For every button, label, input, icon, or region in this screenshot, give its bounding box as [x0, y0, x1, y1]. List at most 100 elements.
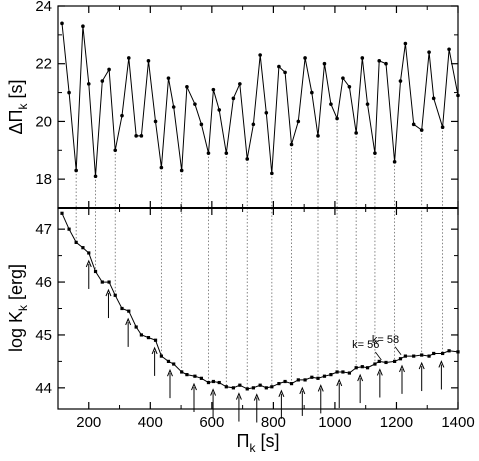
top-data-point — [107, 67, 111, 72]
bottom-data-point — [377, 359, 381, 363]
bottom-data-point — [427, 354, 431, 358]
bottom-data-point — [139, 333, 143, 337]
top-data-point — [231, 96, 236, 101]
bottom-data-point — [316, 376, 320, 380]
top-data-point — [289, 142, 294, 147]
bottom-data-point — [245, 387, 249, 391]
bottom-data-point — [199, 376, 203, 380]
top-data-point — [166, 76, 171, 80]
top-data-point — [179, 168, 184, 173]
bottom-data-point — [93, 269, 98, 274]
top-plot-frame — [57, 5, 459, 209]
mode-arrow-head — [299, 386, 306, 395]
bottom-y-label-sub: k — [16, 304, 30, 311]
bottom-data-point — [251, 386, 255, 390]
bottom-data-point — [393, 359, 397, 363]
top-data-point — [329, 102, 333, 106]
top-data-point — [354, 131, 358, 135]
top-data-point — [411, 122, 416, 127]
top-data-point — [296, 119, 301, 124]
bottom-data-point — [360, 365, 364, 369]
top-data-point — [398, 79, 403, 83]
mode-arrow-head — [317, 384, 324, 392]
bottom-data-point — [432, 351, 436, 356]
mode-arrow-head — [210, 388, 217, 396]
top-data-point — [392, 160, 397, 164]
bottom-data-point — [185, 373, 189, 377]
top-data-point — [341, 76, 345, 80]
bottom-data-point — [206, 380, 211, 385]
y-tick-label: 22 — [35, 56, 52, 73]
mode-arrow-head — [151, 346, 158, 355]
bottom-data-point — [224, 385, 228, 389]
y-tick-label: 24 — [35, 0, 52, 15]
bottom-data-point — [270, 385, 274, 389]
bottom-data-point — [258, 383, 262, 387]
bottom-data-point — [153, 338, 158, 342]
top-data-point — [335, 116, 339, 121]
mode-arrow-head — [105, 288, 112, 297]
bottom-data-point — [310, 375, 314, 379]
top-y-label-main: ΔΠ — [6, 110, 26, 135]
bottom-y-label-main: log K — [6, 311, 26, 352]
bottom-data-point — [335, 370, 339, 374]
x-label-sub: k — [249, 441, 256, 455]
top-data-point — [316, 134, 320, 138]
x-axis-title: Πk [s] — [236, 431, 279, 455]
top-data-point — [193, 102, 197, 106]
top-data-point — [384, 61, 388, 66]
bottom-data-point — [87, 251, 91, 255]
top-data-point — [322, 61, 327, 66]
top-data-point — [93, 174, 98, 179]
bottom-data-point — [120, 306, 124, 311]
top-y-label-sub: k — [16, 103, 30, 110]
top-data-point — [100, 79, 105, 83]
bottom-data-point — [238, 383, 242, 387]
top-series — [60, 21, 460, 179]
x-tick-label: 200 — [76, 414, 101, 431]
bottom-y-label-unit: [erg] — [6, 264, 26, 300]
mode-annotation: k= 56 — [352, 339, 379, 351]
mode-arrow-head — [418, 361, 425, 370]
top-data-point — [185, 85, 189, 89]
x-label-main: Π — [236, 431, 249, 451]
top-data-point — [60, 21, 64, 26]
y-tick-label: 47 — [35, 221, 52, 238]
top-data-point — [347, 85, 352, 89]
top-data-point — [146, 59, 151, 63]
bottom-series — [60, 211, 460, 391]
bottom-data-point — [211, 379, 215, 384]
top-panel: 18 20 22 24 — [35, 0, 460, 389]
bottom-data-point — [384, 360, 388, 365]
bottom-panel: 200 400 600 800 1000 1200 1400 44 45 46 47 k= 56k=… — [35, 208, 475, 431]
top-data-point — [360, 56, 365, 60]
top-data-point — [199, 122, 204, 127]
bottom-data-point — [303, 378, 307, 382]
top-data-point — [238, 82, 242, 86]
bottom-data-point — [354, 366, 358, 370]
bottom-ticks: 200 400 600 800 1000 1200 1400 44 45 46 47 — [35, 208, 475, 431]
top-data-point — [431, 96, 436, 101]
top-data-point — [277, 64, 281, 69]
bottom-data-point — [166, 359, 171, 363]
bottom-data-point — [113, 293, 117, 297]
mode-arrow-head — [399, 364, 405, 373]
y-tick-label: 46 — [35, 274, 52, 291]
x-tick-label: 600 — [199, 414, 224, 431]
top-data-point — [139, 134, 144, 138]
bottom-data-point — [283, 379, 287, 384]
bottom-data-point — [412, 354, 416, 358]
top-data-point — [217, 108, 222, 112]
bottom-data-point — [365, 366, 370, 370]
top-data-point — [251, 122, 256, 127]
bottom-data-point — [81, 246, 85, 250]
top-y-label-unit: [s] — [6, 79, 26, 98]
mode-arrow-head — [85, 259, 92, 268]
top-data-point — [74, 168, 78, 173]
bottom-data-point — [322, 374, 327, 378]
x-label-unit: [s] — [261, 431, 280, 451]
bottom-data-point — [329, 373, 333, 377]
x-tick-label: 400 — [138, 414, 163, 431]
x-tick-label: 1400 — [441, 414, 474, 431]
top-data-point — [86, 82, 91, 86]
